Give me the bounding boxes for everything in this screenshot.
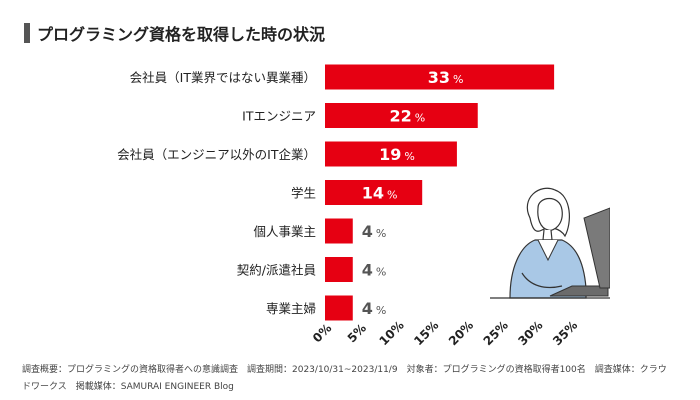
- x-tick-label: 30%: [515, 318, 545, 348]
- bar: [325, 218, 353, 244]
- category-label: 会社員（IT業界ではない異業種）: [130, 70, 316, 85]
- value-label: 4%: [362, 261, 387, 280]
- bar: [325, 295, 353, 321]
- category-label: ITエンジニア: [242, 109, 316, 124]
- x-tick-label: 0%: [310, 321, 334, 345]
- value-label: 4%: [362, 222, 387, 241]
- person-with-laptop-illustration: [490, 187, 610, 299]
- category-label: 専業主婦: [266, 301, 316, 316]
- x-tick-label: 25%: [481, 318, 511, 348]
- category-label: 契約/派遣社員: [237, 263, 317, 278]
- footnote-line-2: ドワークス 掲載媒体：SAMURAI ENGINEER Blog: [22, 382, 234, 392]
- category-label: 個人事業主: [253, 224, 316, 239]
- category-label: 会社員（エンジニア以外のIT企業）: [117, 147, 316, 162]
- x-tick-label: 10%: [376, 318, 406, 348]
- value-label: 14%: [362, 184, 398, 203]
- survey-footnote: 調査概要：プログラミングの資格取得者への意識調査 調査期間：2023/10/31…: [22, 362, 682, 396]
- x-tick-label: 35%: [550, 318, 580, 348]
- value-label: 4%: [362, 299, 387, 318]
- title-accent-bar: [24, 23, 30, 43]
- value-label: 33%: [428, 68, 464, 87]
- x-tick-label: 5%: [345, 321, 369, 345]
- bar: [325, 103, 478, 128]
- x-tick-label: 20%: [446, 318, 476, 348]
- category-label: 学生: [291, 186, 316, 201]
- footnote-line-1: 調査概要：プログラミングの資格取得者への意識調査 調査期間：2023/10/31…: [22, 365, 667, 375]
- x-tick-label: 15%: [411, 318, 441, 348]
- bar: [325, 257, 353, 282]
- bar: [325, 180, 423, 205]
- bar-chart: 会社員（IT業界ではない異業種） 33 % ITエンジニア 22 % 会社員（エンジニア以外…: [117, 64, 580, 348]
- value-label: 19%: [379, 145, 415, 164]
- value-label: 22%: [390, 107, 426, 126]
- bar: [325, 141, 457, 167]
- chart-title: プログラミング資格を取得した時の状況: [37, 25, 326, 44]
- bar: [325, 64, 555, 90]
